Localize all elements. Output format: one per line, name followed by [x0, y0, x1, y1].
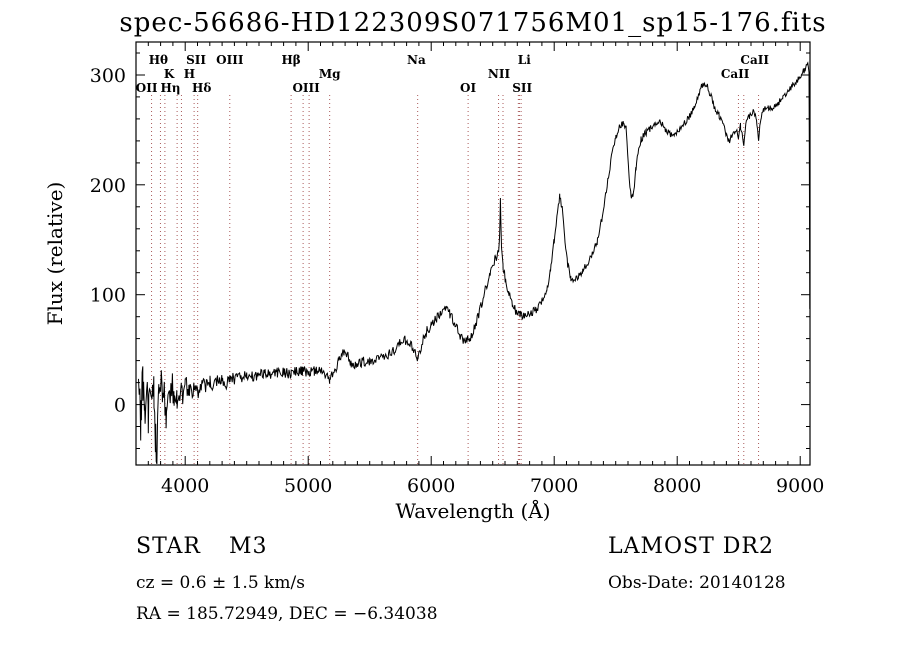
- spectral-line-label: OI: [460, 81, 476, 95]
- spectrum-trace: [138, 61, 811, 465]
- x-tick-label: 7000: [530, 475, 578, 497]
- spectral-line-label: Li: [518, 53, 531, 67]
- spectral-line-label: H: [184, 67, 195, 81]
- x-tick-label: 9000: [776, 475, 824, 497]
- survey-info-block: LAMOST DR2 Obs-Date: 20140128: [608, 534, 786, 594]
- y-tick-label: 300: [90, 65, 126, 87]
- spectral-line-label: Hβ: [281, 53, 300, 67]
- spectral-line-label: Mg: [319, 67, 341, 81]
- object-class: STAR: [136, 534, 201, 559]
- ra-dec-value: RA = 185.72949, DEC = −6.34038: [136, 604, 438, 624]
- spectral-line-label: Hη: [160, 81, 180, 95]
- x-tick-label: 4000: [161, 475, 209, 497]
- y-tick-label: 100: [90, 285, 126, 307]
- spectral-line-label: K: [164, 67, 175, 81]
- spectral-line-label: NII: [488, 67, 511, 81]
- spectral-line-label: OIII: [216, 53, 244, 67]
- spectral-line-label: OII: [136, 81, 158, 95]
- y-tick-label: 200: [90, 175, 126, 197]
- plot-title: spec-56686-HD122309S071756M01_sp15-176.f…: [119, 8, 827, 38]
- y-axis-label: Flux (relative): [43, 182, 67, 326]
- x-tick-label: 5000: [284, 475, 332, 497]
- y-tick-label: 0: [114, 395, 126, 417]
- survey-name: LAMOST DR2: [608, 534, 774, 559]
- obs-date: Obs-Date: 20140128: [608, 573, 786, 593]
- spectral-line-label: CaII: [740, 53, 769, 67]
- cz-value: cz = 0.6 ± 1.5 km/s: [136, 573, 305, 593]
- x-tick-label: 6000: [407, 475, 455, 497]
- object-subclass: M3: [229, 534, 268, 559]
- object-info-block: STAR M3 cz = 0.6 ± 1.5 km/s RA = 185.7294…: [136, 534, 438, 625]
- x-tick-label: 8000: [653, 475, 701, 497]
- plot-frame: [135, 41, 811, 466]
- spectral-line-label: Na: [407, 53, 426, 67]
- spectral-line-label: Hδ: [192, 81, 211, 95]
- spectral-line-label: SII: [512, 81, 532, 95]
- spectral-line-label: CaII: [721, 67, 750, 81]
- x-axis-label: Wavelength (Å): [395, 498, 550, 523]
- spectral-line-label: Hθ: [149, 53, 168, 67]
- spectral-line-label: SII: [186, 53, 206, 67]
- spectrum-plot: Hθ SII OIII Hβ Na Li CaII K H Mg NII CaII OII Hη Hδ OII…: [43, 41, 824, 523]
- spectral-line-label: OIII: [292, 81, 320, 95]
